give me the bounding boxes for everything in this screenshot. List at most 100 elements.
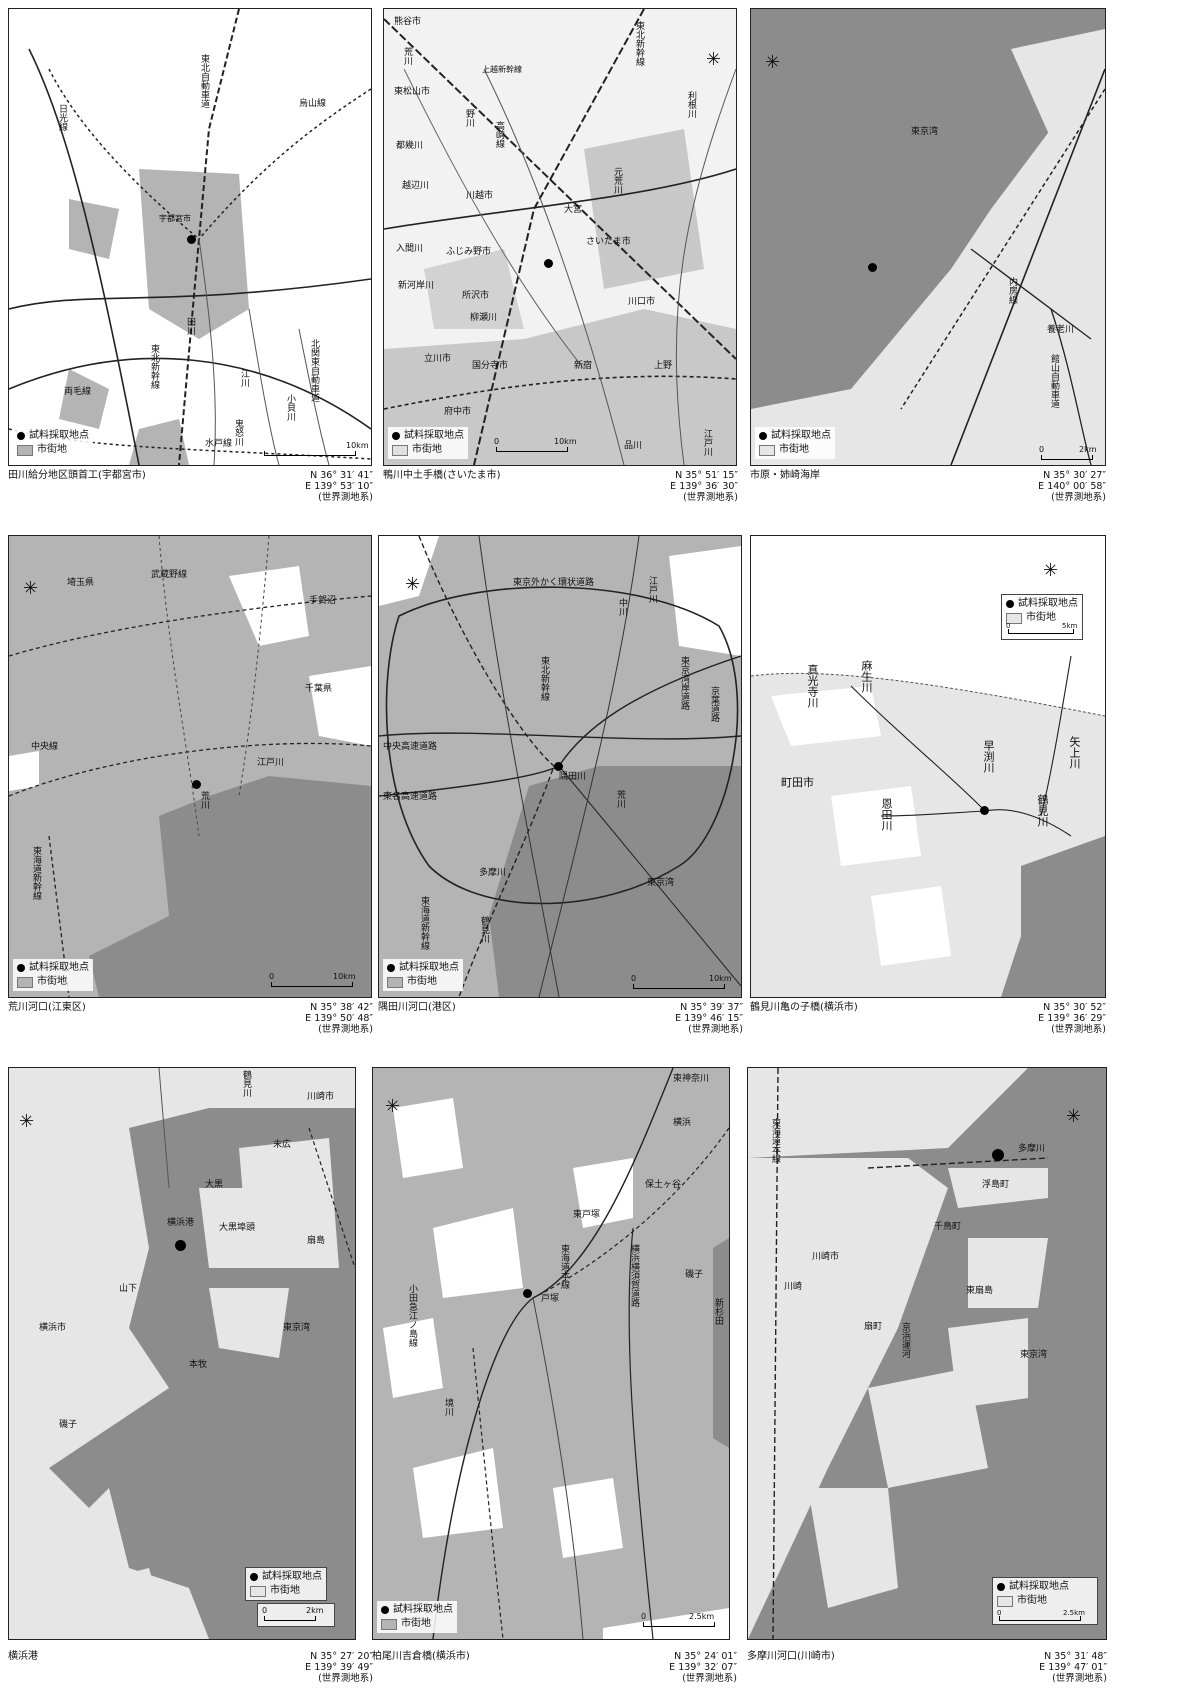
label-yoro-river: 養老川 bbox=[1047, 325, 1075, 335]
label-yokohama-yokosuka-road: 横浜横須賀道路 bbox=[629, 1244, 639, 1307]
map-coordinates: N 35° 51′ 15″ E 139° 36′ 30″ (世界測地系) bbox=[670, 470, 738, 503]
compass-rose-icon: ✳ bbox=[1043, 560, 1059, 581]
label-isogo: 磯子 bbox=[59, 1420, 78, 1430]
compass-rose-icon: ✳ bbox=[706, 49, 722, 70]
map-legend: 試料採取地点 市街地 bbox=[755, 427, 835, 459]
map-panel-kashiogawa: 東神奈川 横浜 保土ヶ谷 東戸塚 横浜横須賀道路 東海道本線 戸塚 小田急江ノ島… bbox=[372, 1067, 737, 1687]
map-caption: 鶴見川亀の子橋(横浜市) bbox=[750, 1002, 858, 1013]
legend-urban: 市街地 bbox=[407, 976, 437, 987]
label-yagamigawa: 矢上川 bbox=[1068, 736, 1081, 769]
legend-site: 試料採取地点 bbox=[771, 430, 831, 441]
scale-bar: 0 2km bbox=[257, 1603, 335, 1627]
map-arakawa: 埼玉県 武蔵野線 手賀沼 千葉県 中央線 江戸川 荒川 東海道新幹線 ✳ 試料採… bbox=[8, 535, 372, 998]
label-arakawa: 荒川 bbox=[615, 790, 625, 808]
map-coordinates: N 35° 31′ 48″ E 139° 47′ 01″ (世界測地系) bbox=[1039, 1651, 1107, 1684]
label-tokaido-shinkansen: 東海道新幹線 bbox=[419, 896, 429, 950]
label-edogawa: 江戸川 bbox=[702, 429, 712, 456]
legend-site: 試料採取地点 bbox=[29, 430, 89, 441]
sample-site-marker bbox=[523, 1289, 532, 1298]
label-shinagawa: 品川 bbox=[624, 441, 643, 451]
legend-site: 試料採取地点 bbox=[393, 1604, 453, 1615]
label-asogawa: 麻生川 bbox=[860, 660, 873, 693]
legend-urban: 市街地 bbox=[779, 444, 809, 455]
label-isogo: 磯子 bbox=[685, 1270, 704, 1280]
map-caption: 多摩川河口(川崎市) bbox=[747, 1651, 835, 1662]
label-fuchu: 府中市 bbox=[444, 407, 472, 417]
map-caption: 柏尾川吉倉橋(横浜市) bbox=[372, 1651, 470, 1662]
label-yanasegawa: 柳瀬川 bbox=[470, 313, 498, 323]
legend-urban: 市街地 bbox=[270, 1585, 300, 1596]
map-panel-tsurumigawa: 麻生川 真光寺川 町田市 恩田川 早渕川 矢上川 鶴見川 ✳ 試料採取地点 市街… bbox=[750, 535, 1106, 1040]
map-coordinates: N 35° 38′ 42″ E 139° 50′ 48″ (世界測地系) bbox=[305, 1002, 373, 1035]
label-kokaigawa: 小貝川 bbox=[285, 394, 295, 421]
label-teganuma: 手賀沼 bbox=[309, 596, 337, 606]
label-tokyo-bay: 東京湾 bbox=[1020, 1350, 1048, 1360]
label-hayabuchigawa: 早渕川 bbox=[982, 740, 995, 773]
label-edogawa: 江戸川 bbox=[647, 576, 657, 603]
label-kawasaki-station: 川崎 bbox=[784, 1282, 803, 1292]
label-tonegawa: 利根川 bbox=[686, 91, 696, 118]
label-irumagawa: 入間川 bbox=[396, 244, 424, 254]
label-honmoku: 本牧 bbox=[189, 1360, 208, 1370]
legend-urban: 市街地 bbox=[1017, 1595, 1047, 1606]
map-caption: 隅田川河口(港区) bbox=[378, 1002, 456, 1013]
compass-rose-icon: ✳ bbox=[19, 1111, 35, 1132]
label-kawaguchi: 川口市 bbox=[628, 297, 656, 307]
label-saitama-city: さいたま市 bbox=[586, 237, 631, 247]
legend-urban: 市街地 bbox=[401, 1618, 431, 1629]
label-joetsu-shinkansen: 上越新幹線 bbox=[482, 65, 522, 74]
label-tokyo-bay: 東京湾 bbox=[647, 878, 675, 888]
compass-rose-icon: ✳ bbox=[385, 1096, 401, 1117]
label-tohoku-shinkansen: 東北新幹線 bbox=[149, 344, 159, 389]
label-odakyu-enoshima-line: 小田急江ノ島線 bbox=[407, 1284, 417, 1347]
legend-urban: 市街地 bbox=[37, 444, 67, 455]
map-panel-sumidagawa: 東京外かく環状道路 中川 江戸川 中央高速道路 隅田川 荒川 東名高速道路 多摩… bbox=[378, 535, 743, 1040]
map-panel-arakawa: 埼玉県 武蔵野線 手賀沼 千葉県 中央線 江戸川 荒川 東海道新幹線 ✳ 試料採… bbox=[8, 535, 373, 1040]
label-yokohama-city: 横浜市 bbox=[39, 1323, 67, 1333]
map-coordinates: N 36° 31′ 41″ E 139° 53′ 10″ (世界測地系) bbox=[305, 470, 373, 503]
label-yokohama: 横浜 bbox=[673, 1118, 692, 1128]
map-legend: 試料採取地点 市街地 0 5km bbox=[1001, 594, 1083, 640]
label-shinsugita: 新杉田 bbox=[713, 1298, 723, 1325]
map-legend: 試料採取地点 市街地 bbox=[13, 959, 93, 991]
label-higashitotsuka: 東戸塚 bbox=[573, 1210, 601, 1220]
scale-max: 10km bbox=[346, 441, 369, 450]
label-musashino-line: 武蔵野線 bbox=[151, 570, 188, 580]
map-yokohama-port: 鶴見川 川崎市 末広 大黒 扇島 横浜港 大黒埠頭 山下 横浜市 東京湾 本牧 … bbox=[8, 1067, 356, 1640]
label-fujimino: ふじみ野市 bbox=[446, 247, 492, 257]
label-tokaido-shinkansen: 東海道新幹線 bbox=[31, 846, 41, 900]
sample-site-marker bbox=[192, 780, 201, 789]
compass-rose-icon: ✳ bbox=[23, 578, 39, 599]
map-panel-ichihara: 東京湾 内房線 養老川 館山自動車道 ✳ 試料採取地点 市街地 0 2km 市原… bbox=[750, 8, 1106, 503]
label-takasaki-line: 高崎線 bbox=[494, 121, 504, 148]
label-tohoku-expressway: 東北自動車道 bbox=[199, 54, 209, 108]
map-coordinates: N 35° 30′ 27″ E 140° 00′ 58″ (世界測地系) bbox=[1038, 470, 1106, 503]
urban-swatch bbox=[17, 444, 33, 456]
label-ryomo-line: 両毛線 bbox=[64, 387, 92, 397]
label-kawagoe: 川越市 bbox=[466, 191, 494, 201]
label-tsurumigawa: 鶴見川 bbox=[1036, 794, 1049, 827]
label-tokyo-bay: 東京湾 bbox=[283, 1323, 311, 1333]
legend-site: 試料採取地点 bbox=[262, 1571, 322, 1582]
map-tamagawa: 東海道本線 多摩川 浮島町 千鳥町 川崎市 川崎 東扇島 扇町 京浜運河 東京湾… bbox=[747, 1067, 1107, 1640]
compass-rose-icon: ✳ bbox=[765, 52, 781, 73]
label-omiya: 大宮 bbox=[564, 205, 583, 215]
map-legend: 試料採取地点 市街地 bbox=[377, 1601, 457, 1633]
label-kinugawa: 鬼怒川 bbox=[233, 419, 243, 446]
map-panel-yokohama-port: 鶴見川 川崎市 末広 大黒 扇島 横浜港 大黒埠頭 山下 横浜市 東京湾 本牧 … bbox=[8, 1067, 373, 1687]
label-kawasaki-city: 川崎市 bbox=[812, 1252, 840, 1262]
sample-site-marker bbox=[544, 259, 553, 268]
map-coordinates: N 35° 39′ 37″ E 139° 46′ 15″ (世界測地系) bbox=[675, 1002, 743, 1035]
legend-site: 試料採取地点 bbox=[1018, 598, 1078, 609]
map-legend: 試料採取地点 市街地 bbox=[245, 1567, 327, 1601]
label-shinjuku: 新宿 bbox=[574, 361, 593, 371]
map-coordinates: N 35° 24′ 01″ E 139° 32′ 07″ (世界測地系) bbox=[669, 1651, 737, 1684]
label-tokaido-line: 東海道本線 bbox=[770, 1118, 780, 1163]
label-suehiro: 末広 bbox=[273, 1140, 292, 1150]
label-machida: 町田市 bbox=[781, 776, 814, 789]
label-chuo-expressway: 中央高速道路 bbox=[383, 742, 438, 752]
label-nikko-line: 日光線 bbox=[57, 104, 67, 131]
map-panel-tamagawa: 東海道本線 多摩川 浮島町 千鳥町 川崎市 川崎 東扇島 扇町 京浜運河 東京湾… bbox=[747, 1067, 1107, 1687]
legend-site: 試料採取地点 bbox=[404, 430, 464, 441]
label-kawasaki: 川崎市 bbox=[307, 1092, 335, 1102]
